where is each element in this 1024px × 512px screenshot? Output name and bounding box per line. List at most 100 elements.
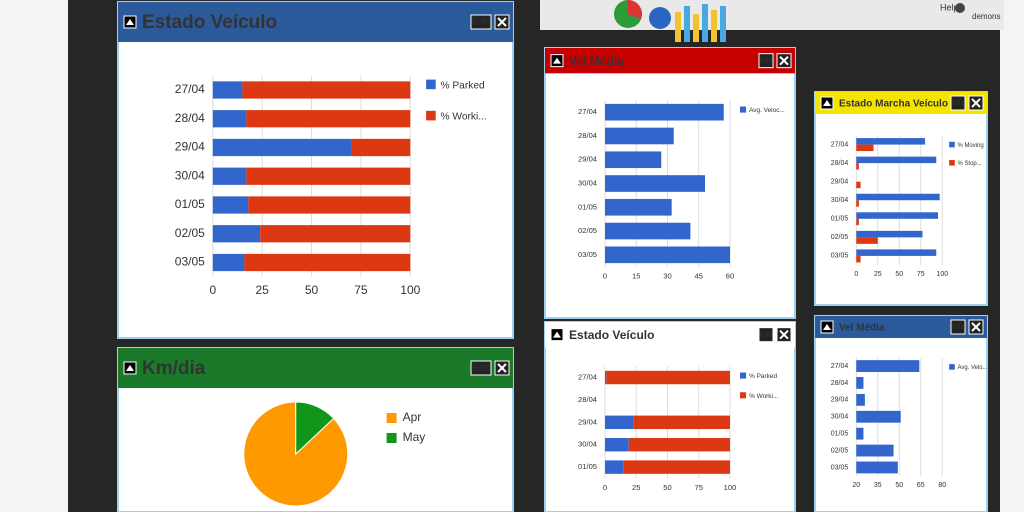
widget-title: Estado Veículo (569, 328, 654, 342)
bar (605, 103, 724, 121)
legend-swatch (949, 141, 955, 148)
x-tick-label: 75 (354, 283, 368, 297)
bar (605, 460, 624, 474)
widget-header (545, 322, 795, 348)
bar (856, 410, 901, 423)
legend-label: Avg. Veloc... (749, 107, 785, 114)
widget-header (118, 2, 513, 42)
legend-label: % Worki... (441, 111, 487, 122)
widget (814, 315, 988, 512)
close-icon[interactable] (971, 98, 981, 108)
bar (212, 138, 352, 157)
legend-label: % Parked (749, 373, 777, 380)
y-tick-label: 29/04 (578, 417, 597, 426)
edit-label[interactable]: Edit (760, 58, 772, 65)
y-tick-label: 01/05 (831, 431, 849, 438)
y-tick-label: 27/04 (578, 373, 597, 382)
x-tick-label: 65 (917, 482, 925, 489)
y-tick-label: 28/04 (831, 380, 849, 387)
bar (605, 151, 662, 169)
edit-label[interactable]: Edit (760, 332, 772, 339)
y-tick-label: 30/04 (831, 414, 849, 421)
bar (244, 253, 411, 272)
bar (856, 444, 894, 457)
legend-swatch (949, 364, 955, 370)
close-icon[interactable] (971, 322, 981, 332)
y-tick-label: 28/04 (578, 395, 597, 404)
bar (628, 437, 730, 452)
edit-button[interactable] (758, 53, 774, 69)
help-icon[interactable] (955, 3, 965, 13)
x-tick-label: 20 (852, 482, 860, 489)
x-tick-label: 0 (603, 483, 607, 492)
bar (212, 110, 247, 128)
y-tick-label: 02/05 (578, 226, 597, 235)
legend-swatch (386, 413, 397, 423)
bar (856, 193, 940, 201)
edit-button[interactable] (950, 95, 966, 111)
y-tick-label: 28/04 (578, 131, 597, 140)
legend-label: % Worki... (749, 393, 778, 400)
x-tick-label: 50 (895, 482, 903, 489)
bar (248, 196, 411, 214)
widget-title: Vel Média (839, 323, 885, 334)
edit-label[interactable]: Edit (952, 324, 964, 331)
close-icon[interactable] (497, 17, 507, 27)
widget-header (118, 348, 513, 388)
collapse-arrow (823, 100, 831, 106)
edit-button[interactable] (470, 14, 492, 30)
help-link[interactable]: Help (940, 2, 959, 12)
x-tick-label: 45 (695, 271, 703, 280)
bar (242, 81, 411, 99)
close-icon[interactable] (779, 55, 789, 66)
bar (605, 437, 629, 452)
y-tick-label: 03/05 (831, 464, 849, 471)
y-tick-label: 01/05 (175, 197, 205, 211)
bar (605, 415, 634, 430)
legend-label: % Stop... (958, 161, 982, 167)
y-tick-label: 02/05 (175, 226, 205, 240)
y-tick-label: 03/05 (175, 255, 205, 269)
logo (614, 0, 726, 42)
legend-label: % Parked (441, 80, 486, 91)
edit-label[interactable]: Edit (472, 17, 489, 28)
x-tick-label: 35 (874, 482, 882, 489)
collapse-arrow (823, 324, 831, 330)
y-tick-label: 27/04 (831, 363, 849, 370)
bar (856, 249, 937, 256)
x-tick-label: 30 (663, 271, 671, 280)
edit-button[interactable] (758, 327, 774, 343)
bar (856, 156, 937, 164)
bar (605, 175, 705, 192)
edit-label[interactable]: Edit (472, 363, 489, 374)
x-tick-label: 75 (695, 483, 703, 492)
user-name[interactable]: demons (972, 12, 1000, 21)
x-tick-label: 25 (255, 283, 269, 297)
widget-title: Estado Veículo (142, 12, 277, 33)
bar (212, 167, 247, 185)
bar (856, 181, 861, 189)
close-icon[interactable] (497, 363, 507, 373)
edit-button[interactable] (950, 319, 966, 335)
bar (246, 167, 411, 185)
close-icon[interactable] (779, 329, 789, 340)
legend-swatch (426, 110, 436, 121)
bar (605, 198, 672, 216)
bar (856, 255, 861, 263)
y-tick-label: 30/04 (831, 197, 849, 204)
bar (856, 218, 859, 226)
bar (260, 225, 411, 243)
y-tick-label: 03/05 (831, 253, 849, 260)
edit-label[interactable]: Edit (952, 100, 964, 107)
x-tick-label: 0 (603, 271, 607, 280)
y-tick-label: 27/04 (578, 107, 597, 116)
x-tick-label: 100 (724, 483, 737, 492)
legend-label: % Moving (958, 143, 984, 149)
y-tick-label: 30/04 (175, 168, 205, 182)
x-tick-label: 50 (895, 271, 903, 278)
y-tick-label: 29/04 (175, 140, 205, 154)
edit-button[interactable] (470, 360, 492, 376)
collapse-arrow (553, 331, 561, 338)
legend-label: May (403, 430, 426, 444)
bar (605, 370, 607, 385)
